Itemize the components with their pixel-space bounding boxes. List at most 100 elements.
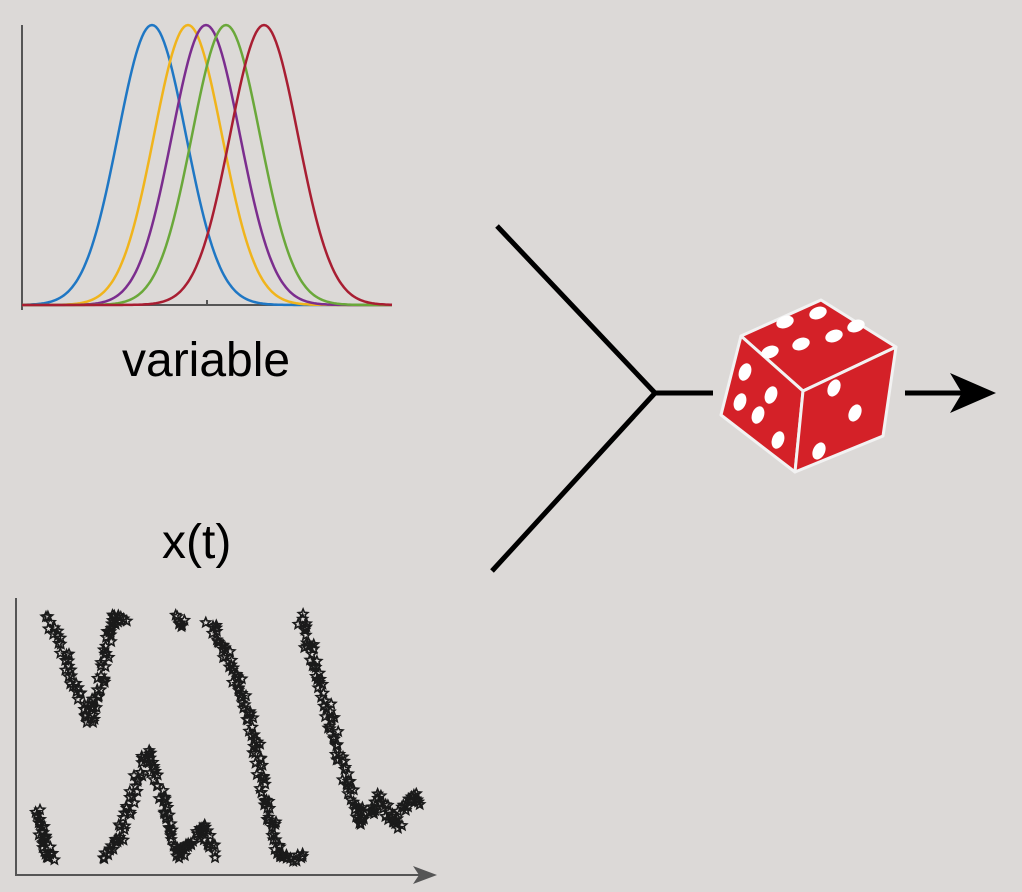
fork-lower-branch [490, 391, 657, 573]
timeseries-point [28, 805, 43, 818]
xt-label: x(t) [162, 516, 232, 569]
timeseries-point [202, 839, 216, 853]
timeseries-point [92, 688, 106, 702]
timeseries-point [209, 620, 224, 634]
dice-pip [792, 337, 810, 351]
timeseries-point [268, 832, 283, 846]
timeseries-point [150, 767, 165, 781]
timeseries-point [306, 637, 321, 651]
timeseries-point [113, 819, 127, 833]
variable-axis-label: variable [122, 334, 291, 387]
timeseries-point [261, 812, 276, 826]
timeseries-point [355, 809, 369, 823]
timeseries-point [258, 777, 272, 790]
dice-pip [827, 379, 841, 397]
timeseries-point [307, 659, 322, 672]
timeseries-point [164, 832, 178, 846]
timeseries-point [239, 712, 254, 726]
timeseries-point [33, 802, 47, 816]
timeseries-point [324, 712, 339, 725]
timeseries-point [326, 731, 341, 745]
timeseries-point [343, 782, 358, 796]
dice-pip [848, 404, 862, 422]
timeseries-point [323, 721, 337, 735]
timeseries-point [210, 632, 224, 646]
timeseries-point [303, 652, 317, 666]
timeseries-point [273, 846, 287, 860]
timeseries-point [203, 828, 217, 842]
timeseries-point [159, 809, 173, 823]
dice-pip [809, 306, 827, 320]
dice-pip [738, 363, 752, 381]
timeseries-point [175, 617, 189, 631]
timeseries-point [181, 836, 195, 850]
dice-pip [771, 431, 785, 449]
timeseries-point [65, 679, 80, 693]
dice-pip [812, 442, 826, 460]
timeseries-point [37, 844, 52, 858]
timeseries-point [199, 615, 213, 629]
timeseries-point [381, 798, 395, 812]
fork-upper-branch [495, 224, 657, 395]
timeseries-point [218, 649, 233, 663]
timeseries-point [248, 755, 263, 769]
timeseries-point [255, 758, 270, 772]
timeseries-point [305, 647, 319, 660]
timeseries-point [162, 820, 176, 834]
timeseries-point [248, 746, 263, 759]
timeseries-point [143, 765, 158, 779]
timeseries-point [391, 821, 405, 835]
timeseries-point [107, 608, 122, 622]
timeseries-point [337, 762, 352, 775]
timeseries-point [411, 794, 426, 808]
timeseries-point [208, 845, 222, 859]
timeseries-point [174, 619, 189, 633]
timeseries-point [262, 801, 277, 815]
timeseries-point [262, 809, 276, 823]
timeseries-point [295, 846, 310, 860]
dice-pip [776, 315, 794, 329]
timeseries-point [307, 641, 321, 655]
timeseries-point [71, 692, 85, 705]
timeseries-point [223, 644, 237, 658]
timeseries-point [43, 615, 58, 629]
timeseries-point [235, 671, 249, 685]
timeseries-point [205, 626, 220, 640]
timeseries-point [98, 659, 113, 673]
timeseries-point [94, 668, 108, 682]
timeseries-point [53, 646, 68, 659]
dice-pip [764, 386, 778, 404]
timeseries-point [96, 642, 111, 656]
timeseries-point [390, 811, 405, 825]
timeseries-point [32, 812, 46, 826]
timeseries-point [316, 685, 331, 699]
dice-right-face [793, 345, 898, 474]
timeseries-point [318, 709, 332, 723]
timeseries-point [86, 708, 101, 722]
timeseries-point [295, 849, 310, 863]
timeseries-point [113, 830, 127, 843]
timeseries-point [226, 660, 241, 674]
timeseries-point [323, 704, 337, 718]
timeseries-point [174, 847, 188, 861]
timeseries-point [370, 786, 385, 800]
timeseries-point [96, 850, 111, 864]
timeseries-point [193, 831, 207, 845]
timeseries-point [119, 613, 134, 627]
timeseries-point [163, 828, 178, 842]
timeseries-point [324, 696, 338, 710]
timeseries-point [246, 710, 260, 724]
timeseries-point [51, 636, 66, 650]
timeseries-point [280, 851, 294, 864]
timeseries-point [311, 680, 325, 694]
timeseries-points [28, 607, 427, 868]
timeseries-point [94, 682, 108, 696]
timeseries-point [376, 801, 390, 815]
timeseries-point [159, 811, 174, 825]
timeseries-point [186, 834, 200, 847]
timeseries-point [250, 740, 264, 754]
